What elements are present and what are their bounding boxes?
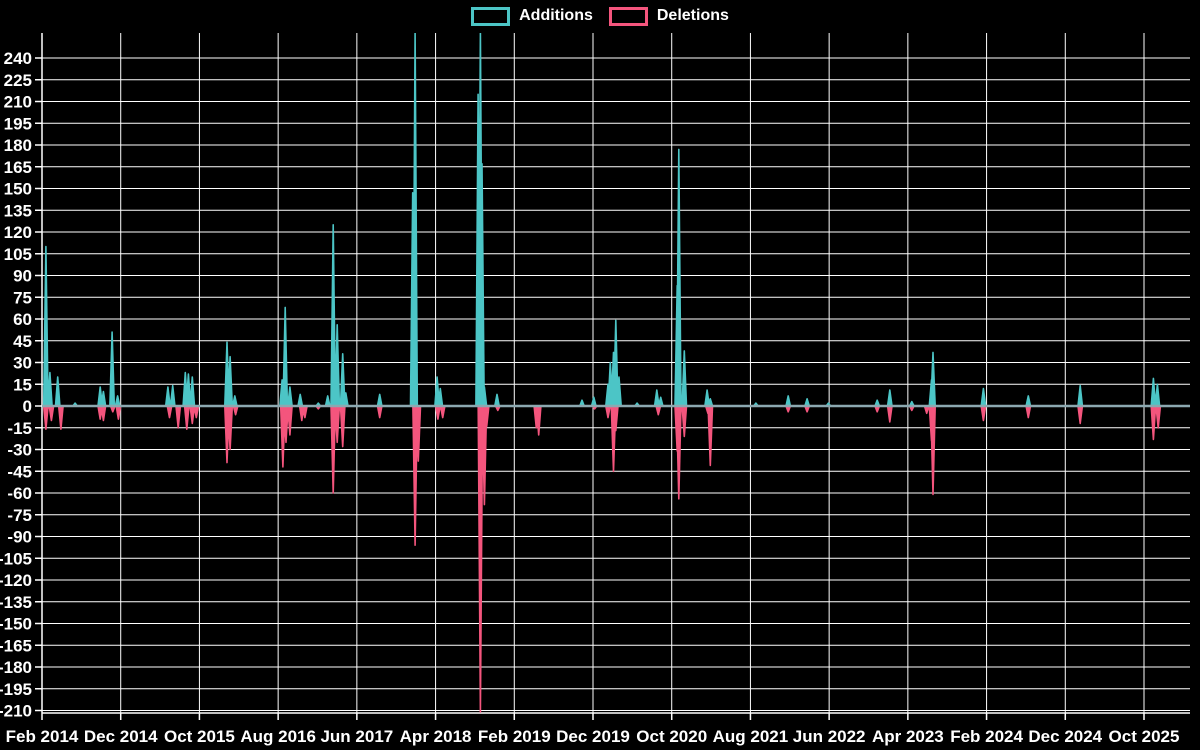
svg-text:60: 60 (13, 310, 32, 329)
svg-text:-45: -45 (7, 462, 32, 481)
svg-text:-30: -30 (7, 441, 32, 460)
y-axis-labels: 2402252101951801651501351201059075604530… (0, 49, 32, 721)
svg-text:-120: -120 (0, 571, 32, 590)
svg-text:Aug 2021: Aug 2021 (713, 727, 789, 746)
deletions-series (42, 405, 1190, 713)
additions-series (42, 33, 1190, 407)
svg-text:Dec 2019: Dec 2019 (556, 727, 630, 746)
deletions-swatch (608, 6, 648, 26)
svg-text:Oct 2015: Oct 2015 (164, 727, 235, 746)
svg-text:165: 165 (4, 158, 32, 177)
svg-text:-195: -195 (0, 680, 32, 699)
svg-text:-15: -15 (7, 419, 32, 438)
svg-text:0: 0 (23, 397, 32, 416)
svg-text:Aug 2016: Aug 2016 (240, 727, 316, 746)
legend-item-additions[interactable]: Additions (471, 6, 593, 26)
svg-text:Jun 2017: Jun 2017 (320, 727, 393, 746)
svg-text:-75: -75 (7, 506, 32, 525)
svg-text:45: 45 (13, 332, 32, 351)
svg-text:240: 240 (4, 49, 32, 68)
svg-text:15: 15 (13, 375, 32, 394)
svg-text:Feb 2014: Feb 2014 (6, 727, 79, 746)
deletions-label: Deletions (656, 7, 729, 24)
legend-item-deletions[interactable]: Deletions (608, 6, 729, 26)
svg-text:195: 195 (4, 114, 32, 133)
svg-text:135: 135 (4, 201, 32, 220)
svg-text:-105: -105 (0, 549, 32, 568)
svg-text:Feb 2019: Feb 2019 (478, 727, 551, 746)
svg-text:Oct 2020: Oct 2020 (636, 727, 707, 746)
svg-text:Apr 2018: Apr 2018 (400, 727, 472, 746)
svg-text:-165: -165 (0, 636, 32, 655)
svg-text:Apr 2023: Apr 2023 (872, 727, 944, 746)
svg-text:105: 105 (4, 245, 32, 264)
axes (35, 33, 1190, 720)
series-group (42, 33, 1190, 713)
svg-text:225: 225 (4, 71, 32, 90)
svg-text:Feb 2024: Feb 2024 (950, 727, 1023, 746)
svg-text:Dec 2014: Dec 2014 (84, 727, 158, 746)
svg-text:-210: -210 (0, 702, 32, 721)
svg-text:-135: -135 (0, 593, 32, 612)
additions-swatch (471, 6, 511, 26)
svg-text:-150: -150 (0, 615, 32, 634)
svg-text:90: 90 (13, 267, 32, 286)
additions-label: Additions (519, 7, 593, 24)
svg-text:Jun 2022: Jun 2022 (793, 727, 866, 746)
svg-text:120: 120 (4, 223, 32, 242)
svg-text:180: 180 (4, 136, 32, 155)
svg-text:30: 30 (13, 354, 32, 373)
svg-text:210: 210 (4, 93, 32, 112)
svg-text:-180: -180 (0, 658, 32, 677)
svg-text:150: 150 (4, 180, 32, 199)
svg-text:75: 75 (13, 288, 32, 307)
svg-text:Oct 2025: Oct 2025 (1109, 727, 1180, 746)
svg-text:-60: -60 (7, 484, 32, 503)
x-axis-labels: Feb 2014 Dec 2014 Oct 2015 Aug 2016 Jun 2017… (6, 727, 1180, 746)
svg-text:Dec 2024: Dec 2024 (1028, 727, 1102, 746)
svg-text:-90: -90 (7, 528, 32, 547)
chart-legend: Additions Deletions (0, 6, 1200, 26)
